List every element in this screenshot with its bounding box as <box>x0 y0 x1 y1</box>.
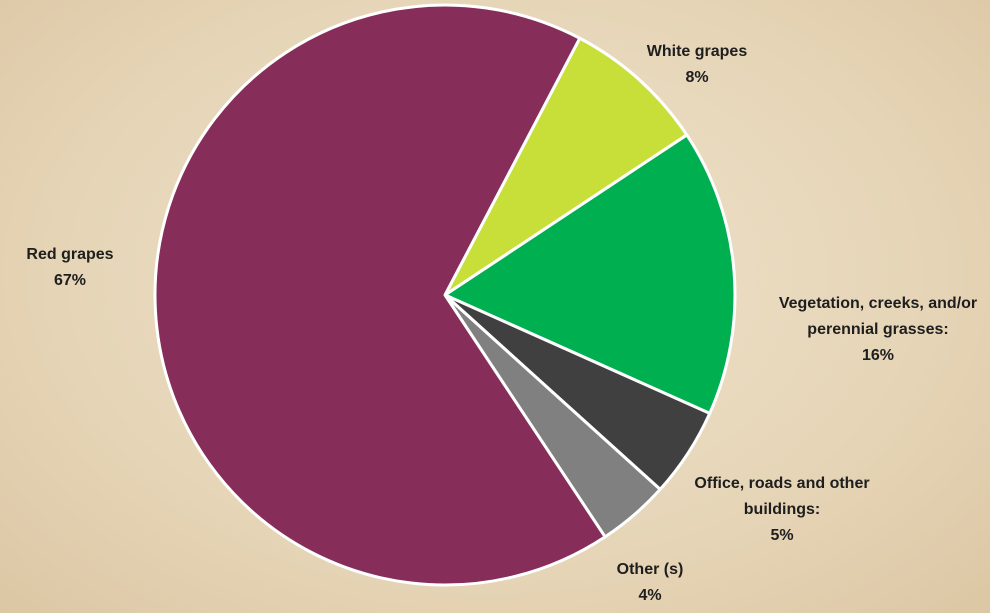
value-label: 67% <box>53 272 87 289</box>
slice-label: Other (s) 4% <box>590 557 710 609</box>
slice-label: Office, roads and other buildings: 5% <box>692 471 872 549</box>
category-label: Red grapes <box>26 246 114 263</box>
value-label: 5% <box>770 527 794 544</box>
category-label: Office, roads and other buildings: <box>694 475 870 518</box>
pie-slice <box>443 133 737 415</box>
category-label: Vegetation, creeks, and/or perennial gra… <box>778 295 978 338</box>
category-label: Other (s) <box>616 561 684 578</box>
value-label: 8% <box>685 69 709 86</box>
pie-slice <box>443 36 689 297</box>
slice-label: White grapes 8% <box>617 39 777 91</box>
category-label: White grapes <box>646 43 748 60</box>
pie-slice <box>153 3 607 587</box>
slice-label: Vegetation, creeks, and/or perennial gra… <box>776 291 981 369</box>
value-label: 16% <box>861 347 895 364</box>
value-label: 4% <box>638 587 662 604</box>
slice-label: Red grapes 67% <box>0 242 140 294</box>
